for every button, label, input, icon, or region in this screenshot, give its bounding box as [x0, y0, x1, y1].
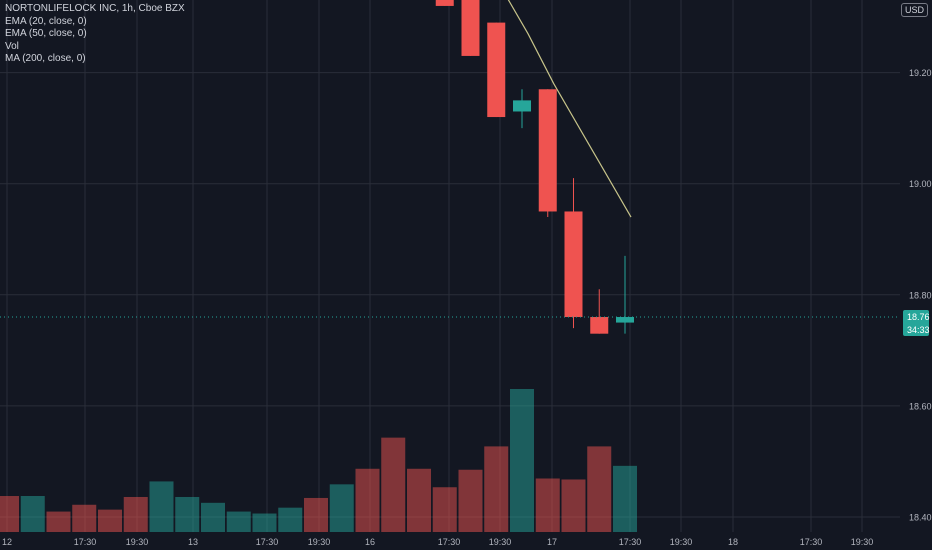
volume-bar [46, 511, 71, 532]
time-tick-label: 19:30 [851, 537, 874, 547]
time-tick-label: 19:30 [308, 537, 331, 547]
volume-bar [432, 487, 457, 532]
candle [461, 0, 480, 56]
price-tick-label: 18.40 [909, 513, 932, 523]
volume-bar [175, 496, 200, 532]
time-tick-label: 19:30 [489, 537, 512, 547]
time-axis: 12 17:30 19:30 13 17:30 19:30 16 17:30 19:30 17 17… [2, 537, 873, 547]
chart-legend: NORTONLIFELOCK INC, 1h, Cboe BZX EMA (20… [5, 3, 185, 66]
candle [513, 89, 531, 129]
legend-ma200[interactable]: MA (200, close, 0) [5, 53, 86, 64]
volume-bar [381, 437, 406, 532]
price-axis: 21.0020.8020.6020.4020.2020.0019.8019.60… [909, 68, 932, 523]
candle [487, 22, 506, 118]
volume-bar [201, 502, 225, 532]
time-tick-label: 17:30 [256, 537, 279, 547]
grid [0, 0, 900, 532]
candle-body [564, 211, 583, 318]
volume-bar [407, 468, 431, 532]
currency-badge[interactable]: USD [900, 3, 928, 17]
time-tick-label: 13 [188, 537, 198, 547]
volume-bar [226, 511, 251, 532]
candle [435, 0, 454, 6]
moving-averages [507, 0, 632, 218]
volume-bar [458, 469, 483, 532]
ema20-line [507, 0, 632, 218]
price-tag-value: 18.76 [907, 312, 930, 322]
volume-bars [0, 389, 637, 532]
volume-bar [561, 479, 586, 532]
volume-bar [535, 478, 560, 532]
candlesticks [435, 0, 634, 334]
volume-bar [72, 504, 97, 532]
candle [564, 178, 583, 329]
time-tick-label: 17 [547, 537, 557, 547]
time-tick-label: 17:30 [619, 537, 642, 547]
price-tag-box [903, 310, 929, 337]
volume-bar [98, 509, 122, 532]
candle [590, 289, 609, 334]
volume-bar [613, 465, 637, 532]
time-tick-label: 12 [2, 537, 12, 547]
time-tick-label: 17:30 [438, 537, 461, 547]
volume-bar [484, 446, 509, 532]
legend-ema20[interactable]: EMA (20, close, 0) [5, 15, 87, 27]
last-price-tag: 18.76 34:33 [0, 310, 930, 337]
candle-body [435, 0, 454, 6]
candle-body [616, 317, 634, 323]
volume-bar [123, 496, 148, 532]
time-tick-label: 19:30 [126, 537, 149, 547]
volume-bar [252, 513, 277, 532]
legend-symbol[interactable]: NORTONLIFELOCK INC, 1h, Cboe BZX [5, 3, 185, 14]
candle-body [538, 89, 557, 212]
volume-bar [510, 389, 534, 532]
volume-bar [20, 496, 45, 532]
volume-bar [355, 468, 380, 532]
time-tick-label: 16 [365, 537, 375, 547]
candle-body [590, 317, 609, 334]
price-tick-label: 19.00 [909, 179, 932, 189]
time-tick-label: 18 [728, 537, 738, 547]
legend-ema50[interactable]: EMA (50, close, 0) [5, 28, 87, 39]
legend-volume[interactable]: Vol [5, 40, 19, 52]
volume-bar [587, 446, 612, 532]
volume-bar [304, 497, 328, 532]
candle [538, 89, 557, 218]
volume-bar [0, 496, 19, 532]
time-tick-label: 17:30 [800, 537, 823, 547]
candle [616, 255, 634, 334]
candle-body [461, 0, 480, 56]
time-tick-label: 19:30 [670, 537, 693, 547]
candle-body [487, 22, 506, 118]
candle-body [513, 100, 531, 112]
price-tick-label: 19.20 [909, 68, 932, 78]
volume-bar [149, 481, 174, 532]
volume-bar [278, 507, 303, 532]
price-tick-label: 18.60 [909, 401, 932, 411]
time-tick-label: 17:30 [74, 537, 97, 547]
price-tick-label: 18.80 [909, 290, 932, 300]
price-tag-countdown: 34:33 [907, 325, 930, 335]
volume-bar [329, 484, 354, 532]
